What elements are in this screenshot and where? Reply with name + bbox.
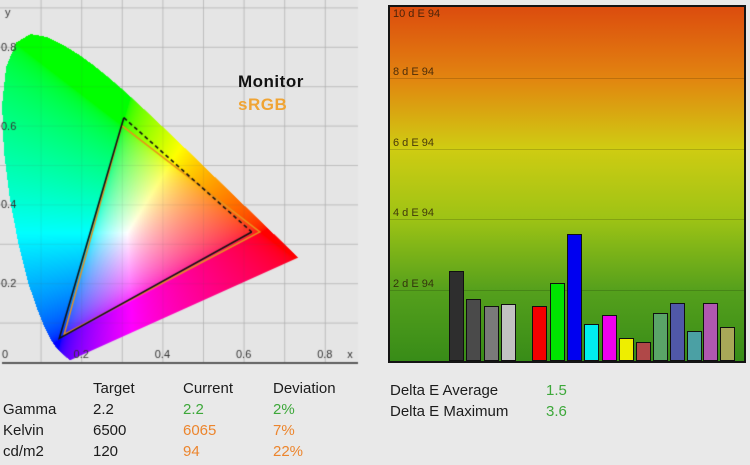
table-header-current: Current <box>183 380 234 397</box>
table-header-deviation: Deviation <box>273 380 336 397</box>
delta-e-bar <box>720 327 735 361</box>
delta-e-bar <box>653 313 668 361</box>
row-gamma-deviation: 2% <box>273 401 295 418</box>
delta-e-bar <box>449 270 464 361</box>
legend-monitor: Monitor <box>238 72 304 91</box>
row-gamma-current: 2.2 <box>183 401 204 418</box>
delta-e-chart-panel: 2 d E 94 4 d E 94 6 d E 94 8 d E 94 10 d E 9… <box>388 5 746 363</box>
delta-e-bar <box>550 283 565 361</box>
calibration-table: Target Current Deviation Gamma 2.2 2.2 2… <box>3 378 373 462</box>
table-header-target: Target <box>93 380 135 397</box>
row-gamma-target: 2.2 <box>93 401 114 418</box>
row-kelvin-current: 6065 <box>183 422 217 439</box>
table-header-empty <box>3 378 93 399</box>
gridline-label: 6 d E 94 <box>393 136 434 149</box>
delta-e-average-label: Delta E Average <box>390 382 499 399</box>
row-gamma-label: Gamma <box>3 401 57 418</box>
gridline-label: 4 d E 94 <box>393 207 434 220</box>
delta-e-bar <box>567 233 582 361</box>
gridline-label: 2 d E 94 <box>393 278 434 291</box>
delta-e-maximum-label: Delta E Maximum <box>390 403 509 420</box>
cie-diagram-canvas <box>0 0 375 372</box>
delta-e-bar <box>466 299 481 361</box>
row-kelvin-label: Kelvin <box>3 422 44 439</box>
delta-e-bar <box>636 341 651 361</box>
delta-e-bar <box>484 306 499 361</box>
row-luminance-current: 94 <box>183 443 200 460</box>
delta-e-bar <box>532 306 547 361</box>
delta-e-average-value: 1.5 <box>546 382 567 399</box>
row-luminance-target: 120 <box>93 443 119 460</box>
delta-e-bar <box>584 323 599 361</box>
delta-e-bar <box>602 315 617 361</box>
delta-e-bar <box>619 338 634 361</box>
gridline <box>390 77 744 79</box>
row-luminance-deviation: 22% <box>273 443 304 460</box>
gridline <box>390 148 744 150</box>
legend-srgb: sRGB <box>238 95 288 114</box>
row-luminance-label: cd/m2 <box>3 443 44 460</box>
delta-e-chart: 2 d E 94 4 d E 94 6 d E 94 8 d E 94 10 d E 9… <box>390 7 744 361</box>
gridline-label: 10 d E 94 <box>393 8 441 20</box>
row-kelvin-target: 6500 <box>93 422 127 439</box>
row-kelvin-deviation: 7% <box>273 422 295 439</box>
delta-e-bar <box>703 302 718 361</box>
delta-e-bar <box>687 330 702 361</box>
delta-e-bar <box>501 304 516 361</box>
delta-e-maximum-value: 3.6 <box>546 403 567 420</box>
gridline-label: 8 d E 94 <box>393 65 434 78</box>
delta-e-stats: Delta E Average 1.5 Delta E Maximum 3.6 <box>390 380 567 422</box>
delta-e-bar <box>670 302 685 361</box>
gridline <box>390 219 744 221</box>
